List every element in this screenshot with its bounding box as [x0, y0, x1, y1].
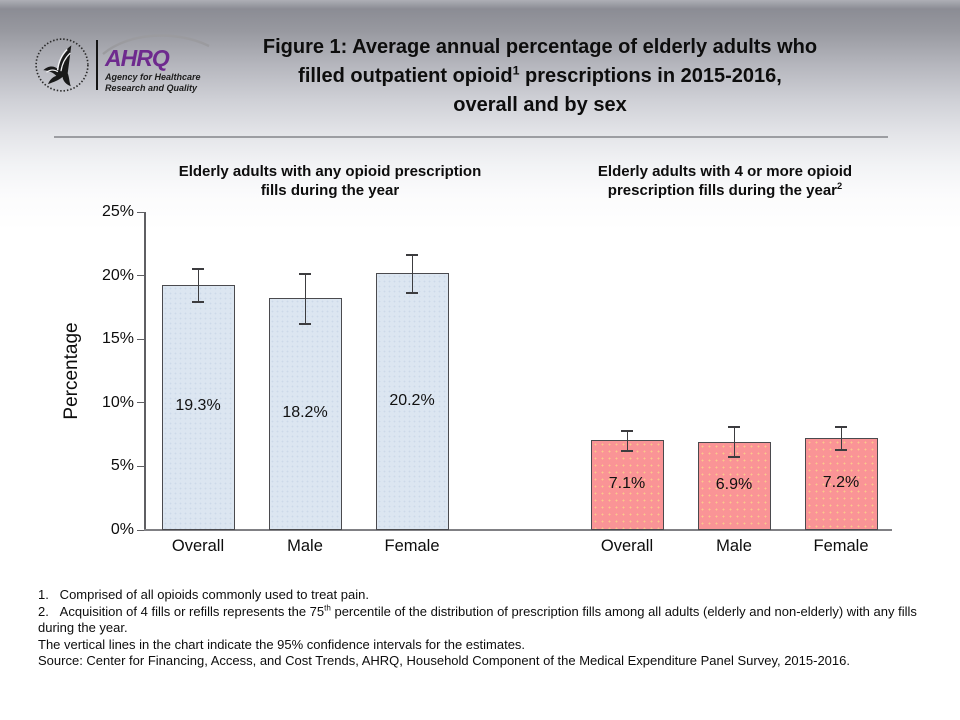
error-bar [733, 426, 735, 458]
error-bar-cap-top [192, 268, 204, 271]
error-bar [304, 274, 306, 324]
x-axis-line [144, 529, 892, 531]
ahrq-logo-text: AHRQ Agency for Healthcare Research and … [102, 34, 215, 93]
error-bar [626, 430, 628, 452]
footnote-source: Source: Center for Financing, Access, an… [38, 653, 850, 668]
left-chart-subtitle: Elderly adults with any opioid prescript… [178, 163, 482, 199]
error-bar-cap-bottom [192, 301, 204, 304]
y-tick-label: 10% [101, 393, 134, 411]
footnote-ci: The vertical lines in the chart indicate… [38, 636, 526, 652]
error-bar-cap-bottom [728, 456, 740, 459]
bar-male-group1 [268, 298, 342, 530]
x-axis-label-female: Female [384, 537, 440, 555]
logo-divider [96, 40, 98, 90]
header-divider [54, 136, 888, 138]
y-tick [137, 402, 144, 404]
error-bar-cap-top [728, 425, 740, 428]
ahrq-tagline-line1: Agency for Healthcare [105, 72, 201, 82]
bar-value-label: 19.3% [175, 397, 221, 415]
superscript-th: th [324, 603, 331, 613]
bar-female-group2 [804, 438, 878, 530]
y-tick-label: 15% [101, 330, 134, 348]
bar-value-label: 6.9% [715, 476, 753, 494]
ahrq-acronym: AHRQ [105, 45, 170, 71]
bar-female-group1 [375, 273, 449, 530]
figure-title-line2-pre: filled outpatient opioid [298, 65, 513, 87]
y-tick [137, 338, 144, 340]
hhs-eagle-seal-icon [35, 38, 89, 92]
bar-value-label: 7.2% [822, 474, 860, 492]
bar-value-label: 7.1% [608, 474, 646, 492]
figure-title: Figure 1: Average annual percentage of e… [180, 33, 900, 120]
ahrq-tagline: Agency for Healthcare Research and Quali… [105, 72, 215, 93]
bar-value-label: 20.2% [389, 391, 435, 409]
error-bar-cap-bottom [299, 322, 311, 325]
footnotes: 1. Comprised of all opioids commonly use… [38, 587, 938, 670]
bar-overall-group2 [590, 439, 664, 530]
y-tick [137, 529, 144, 531]
bar-overall-group1 [161, 284, 235, 530]
y-tick [137, 465, 144, 467]
error-bar-cap-bottom [621, 450, 633, 453]
y-tick-label: 0% [110, 521, 134, 538]
bar-value-label: 18.2% [282, 404, 328, 422]
y-tick [137, 211, 144, 213]
figure-title-line3: overall and by sex [453, 94, 627, 116]
error-bar-cap-top [621, 429, 633, 432]
right-chart-subtitle: Elderly adults with 4 or more opioid pres… [597, 163, 853, 199]
x-axis-label-male: Male [287, 537, 323, 555]
ahrq-tagline-line2: Research and Quality [105, 82, 198, 93]
error-bar-cap-top [299, 273, 311, 276]
y-tick-label: 5% [110, 457, 134, 475]
error-bar-cap-bottom [835, 448, 847, 451]
ahrq-arc-icon [102, 34, 210, 55]
figure-title-line2-post: prescriptions in 2015-2016, [519, 65, 782, 87]
y-axis-line [144, 212, 146, 531]
y-tick [137, 275, 144, 277]
error-bar-cap-bottom [406, 292, 418, 295]
footnote-ref-1: 1 [512, 63, 520, 78]
footnote-ref-2: 2 [837, 181, 843, 191]
y-tick-label: 20% [101, 266, 134, 284]
x-axis-label-male: Male [716, 537, 752, 555]
y-tick-label: 25% [101, 203, 134, 220]
x-axis-label-overall: Overall [171, 537, 225, 555]
x-axis-label-overall: Overall [600, 537, 654, 555]
figure-title-line1: Figure 1: Average annual percentage of e… [262, 36, 818, 58]
error-bar [197, 269, 199, 303]
x-axis-label-female: Female [813, 537, 869, 555]
footnote-1: 1. Comprised of all opioids commonly use… [38, 587, 369, 602]
error-bar-cap-top [835, 425, 847, 428]
ahrq-logo: AHRQ Agency for Healthcare Research and … [33, 34, 215, 94]
error-bar [411, 255, 413, 294]
error-bar [840, 426, 842, 450]
error-bar-cap-top [406, 254, 418, 257]
footnote-2: 2. Acquisition of 4 fills or refills rep… [38, 603, 917, 636]
